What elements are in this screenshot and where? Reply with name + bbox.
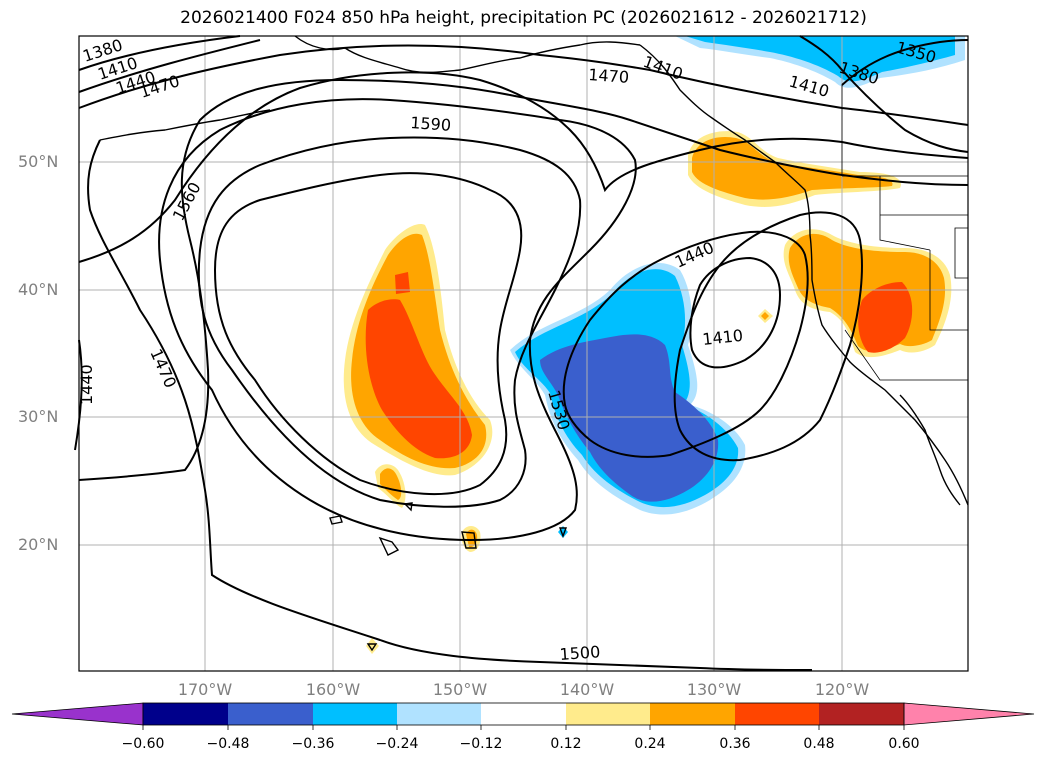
contour-label: 1590 <box>410 113 452 135</box>
precip-positive-northeast <box>688 131 901 207</box>
lon-label: 150°W <box>432 680 488 699</box>
colorbar-tick-label: −0.36 <box>291 736 335 752</box>
contour-label: 1410 <box>701 326 743 349</box>
map-frame <box>78 35 969 672</box>
precip-blob-dark <box>365 299 472 459</box>
colorbar-tick-label: −0.24 <box>375 736 419 752</box>
colorbar-segment <box>143 703 228 725</box>
colorbar-frame <box>142 702 905 726</box>
colorbar-tick-label: 0.36 <box>719 736 751 752</box>
precip-negative-north <box>675 36 965 88</box>
lat-label: 30°N <box>18 407 59 426</box>
colorbar-segment <box>566 703 650 725</box>
colorbar-segment <box>313 703 397 725</box>
colorbar-tick-label: −0.12 <box>459 736 503 752</box>
lon-label: 170°W <box>177 680 233 699</box>
height-contours <box>74 35 969 671</box>
lon-label: 130°W <box>686 680 742 699</box>
colorbar-tick-label: −0.48 <box>206 736 250 752</box>
lon-label: 140°W <box>559 680 615 699</box>
lat-label: 40°N <box>18 280 59 299</box>
lon-label: 120°W <box>814 680 870 699</box>
contour-label: 1410 <box>641 52 686 84</box>
colorbar-tick-label: 0.48 <box>803 736 835 752</box>
contour-label: 1500 <box>559 642 601 664</box>
colorbar-tick-label: 0.60 <box>888 736 920 752</box>
precip-positive-east <box>758 229 952 358</box>
colorbar-segment <box>397 703 481 725</box>
lat-label: 20°N <box>18 535 59 554</box>
colorbar-tick-label: 0.12 <box>550 736 582 752</box>
colorbar-segment <box>650 703 735 725</box>
contour-label: 1470 <box>588 65 630 87</box>
contour-label: 1440 <box>672 238 717 272</box>
colorbar <box>11 702 1035 730</box>
precip-positive-central <box>343 224 493 654</box>
colorbar-tick-label: −0.60 <box>121 736 165 752</box>
precip-negative <box>510 262 746 538</box>
colorbar-segment <box>735 703 819 725</box>
contour-label: 1440 <box>77 364 96 405</box>
map-title: 2026021400 F024 850 hPa height, precipit… <box>180 8 867 28</box>
lon-label: 160°W <box>305 680 361 699</box>
colorbar-tick-label: 0.24 <box>634 736 666 752</box>
colorbar-segment <box>819 703 904 725</box>
colorbar-segment <box>481 703 566 725</box>
lat-label: 50°N <box>18 152 59 171</box>
contour-label: 1470 <box>146 346 180 391</box>
colorbar-extend-low <box>11 702 144 726</box>
colorbar-segment <box>228 703 313 725</box>
colorbar-extend-high <box>903 702 1035 726</box>
